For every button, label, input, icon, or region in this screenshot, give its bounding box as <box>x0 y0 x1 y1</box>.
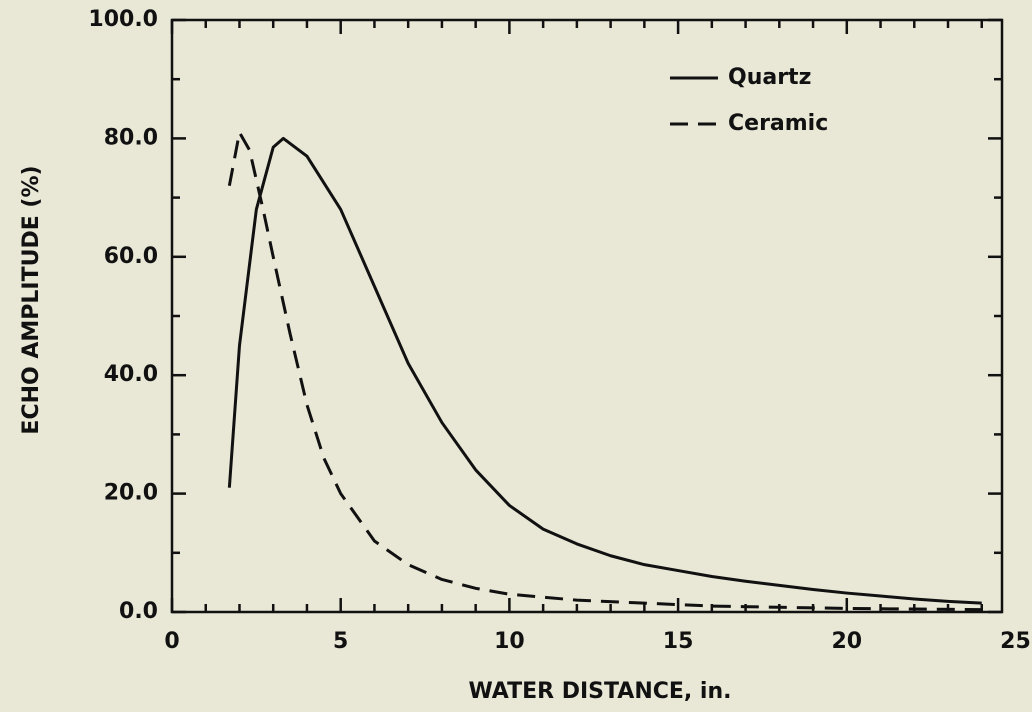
x-tick-label: 20 <box>831 629 862 654</box>
series-line <box>227 130 982 612</box>
plot-frame <box>170 18 1004 614</box>
x-tick-label: 0 <box>164 629 179 654</box>
x-tick-label: 15 <box>663 629 694 654</box>
x-axis-label: WATER DISTANCE, in. <box>468 679 731 704</box>
y-tick-label: 0.0 <box>119 599 158 624</box>
y-axis-label: ECHO AMPLITUDE (%) <box>19 165 44 434</box>
y-tick-label: 80.0 <box>104 125 158 150</box>
y-tick-label: 20.0 <box>104 481 158 506</box>
series-line <box>227 136 982 605</box>
x-tick-label: 25 <box>1000 629 1031 654</box>
legend-label: Quartz <box>728 65 811 90</box>
y-tick-label: 60.0 <box>104 244 158 269</box>
x-tick-label: 5 <box>333 629 348 654</box>
legend-label: Ceramic <box>728 111 828 136</box>
x-tick-label: 10 <box>494 629 525 654</box>
y-tick-label: 100.0 <box>88 7 158 32</box>
y-tick-label: 40.0 <box>104 362 158 387</box>
